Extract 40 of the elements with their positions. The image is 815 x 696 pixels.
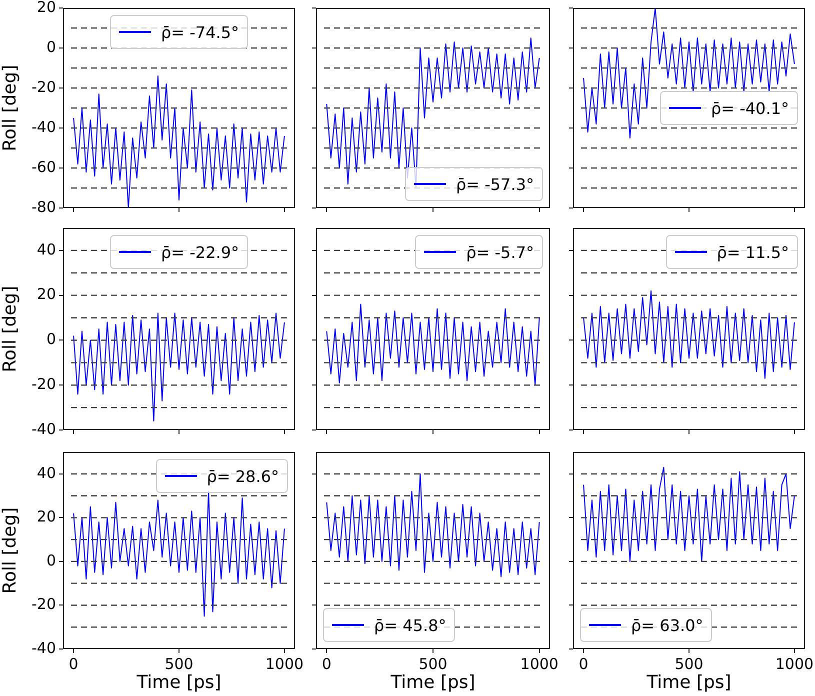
x-tick-label: 1000 bbox=[265, 654, 304, 673]
legend-label: ρ̄= 28.6° bbox=[206, 466, 279, 486]
x-axis-title: Time [ps] bbox=[390, 672, 476, 693]
y-tick-label: -40 bbox=[32, 118, 56, 136]
y-axis-title: Roll [deg] bbox=[0, 64, 20, 152]
y-axis-title: Roll [deg] bbox=[0, 286, 20, 372]
y-axis-title: Roll [deg] bbox=[0, 507, 20, 594]
y-tick-label: -40 bbox=[32, 638, 56, 657]
x-tick-label: 0 bbox=[68, 654, 78, 673]
y-tick-label: -20 bbox=[32, 375, 56, 393]
legend-label: ρ̄= -5.7° bbox=[466, 242, 534, 262]
x-tick-label: 500 bbox=[164, 654, 194, 673]
legend-label: ρ̄= 63.0° bbox=[631, 616, 704, 634]
legend-label: ρ̄= -74.5° bbox=[160, 22, 240, 42]
x-tick-label: 500 bbox=[418, 654, 448, 673]
y-tick-label: 20 bbox=[36, 285, 56, 304]
y-tick-label: -20 bbox=[32, 78, 56, 96]
legend-label: ρ̄= -40.1° bbox=[710, 98, 789, 118]
y-tick-label: 40 bbox=[36, 240, 56, 258]
x-tick-label: 0 bbox=[322, 654, 332, 673]
x-axis-title: Time [ps] bbox=[136, 672, 222, 693]
y-tick-label: 20 bbox=[36, 0, 56, 16]
legend-label: ρ̄= 11.5° bbox=[716, 242, 789, 262]
y-tick-label: -20 bbox=[32, 595, 56, 614]
x-tick-label: 1000 bbox=[520, 654, 558, 673]
y-tick-label: -60 bbox=[32, 158, 56, 176]
y-tick-label: 40 bbox=[36, 464, 56, 482]
y-tick-label: 0 bbox=[46, 38, 56, 56]
x-tick-label: 500 bbox=[674, 654, 704, 673]
y-tick-label: 0 bbox=[46, 551, 56, 570]
y-tick-label: -40 bbox=[32, 420, 56, 438]
x-axis-title: Time [ps] bbox=[646, 672, 732, 693]
legend-label: ρ̄= 45.8° bbox=[374, 616, 446, 634]
legend-label: ρ̄= -22.9° bbox=[160, 242, 240, 262]
legend-label: ρ̄= -57.3° bbox=[456, 174, 534, 194]
y-tick-label: -80 bbox=[32, 198, 56, 216]
x-tick-label: 0 bbox=[578, 654, 588, 673]
y-tick-label: 20 bbox=[36, 508, 56, 526]
y-tick-label: 0 bbox=[46, 330, 56, 348]
x-tick-label: 1000 bbox=[775, 654, 814, 673]
